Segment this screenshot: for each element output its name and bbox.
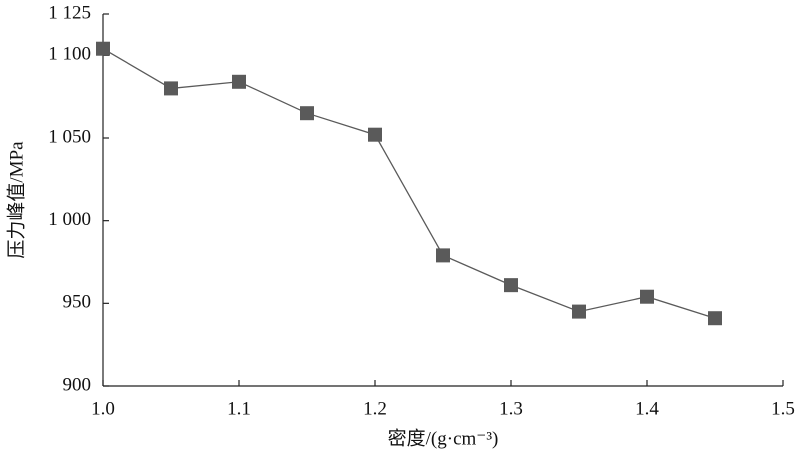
x-tick-label: 1.0: [91, 398, 115, 419]
data-point: [300, 106, 314, 121]
y-tick-label: 1 050: [48, 126, 91, 147]
data-point: [96, 41, 110, 56]
data-point: [640, 289, 654, 304]
x-tick-label: 1.1: [227, 398, 251, 419]
x-tick-label: 1.4: [635, 398, 659, 419]
y-tick-label: 1 125: [48, 2, 91, 23]
x-axis-label: 密度/(g·cm⁻³): [388, 427, 499, 449]
x-tick-label: 1.3: [499, 398, 523, 419]
y-tick-label: 1 100: [48, 44, 91, 65]
data-point: [368, 127, 382, 142]
y-tick-label: 1 000: [48, 209, 91, 230]
data-point: [708, 311, 722, 326]
data-point: [436, 248, 450, 263]
data-point: [572, 304, 586, 319]
data-point: [232, 74, 246, 89]
y-axis-label: 压力峰值/MPa: [5, 141, 27, 259]
x-tick-label: 1.5: [771, 398, 795, 419]
y-tick-label: 900: [63, 374, 92, 395]
x-tick-label: 1.2: [363, 398, 387, 419]
data-point: [164, 81, 178, 96]
data-point: [504, 278, 518, 293]
y-tick-label: 950: [63, 292, 92, 313]
series-line: [102, 48, 716, 319]
